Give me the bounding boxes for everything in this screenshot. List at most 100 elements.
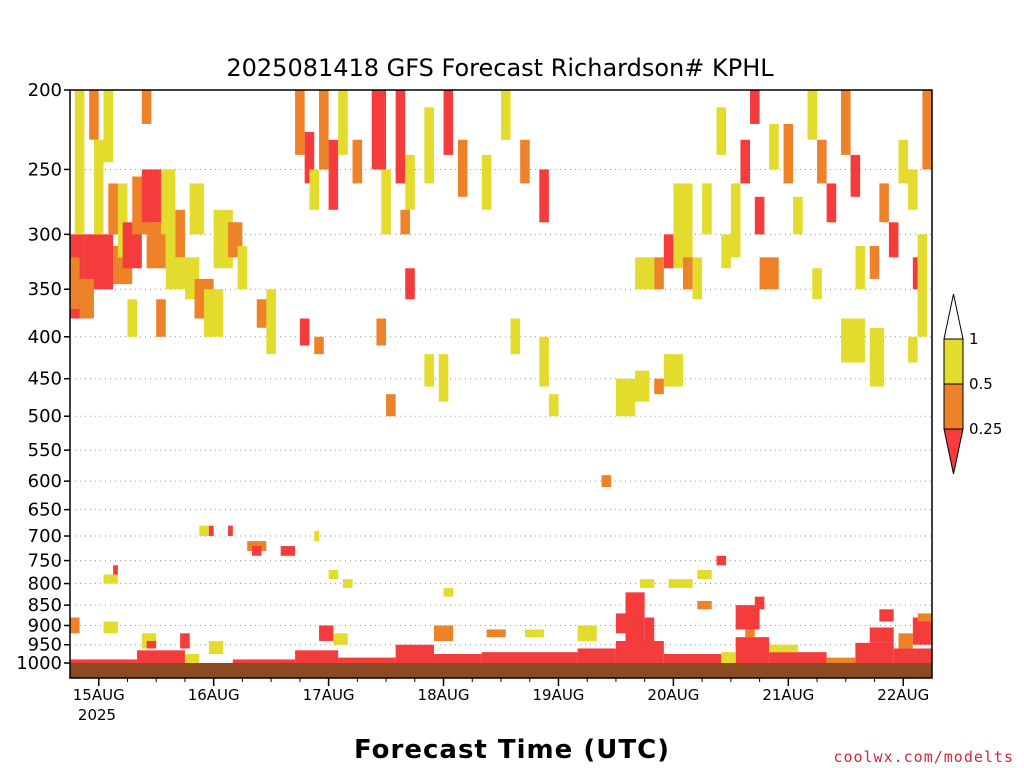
- ri-cell: [141, 169, 161, 223]
- ri-cell: [692, 257, 703, 300]
- legend-top-arrow: [943, 293, 964, 340]
- ri-cell: [601, 475, 612, 488]
- y-tick-label: 900: [28, 615, 62, 636]
- ri-cell: [376, 318, 387, 346]
- ri-cell: [295, 90, 305, 155]
- ri-cell: [137, 650, 185, 663]
- ri-cell: [673, 183, 693, 269]
- ri-cell: [319, 90, 329, 170]
- ri-cell: [898, 633, 913, 649]
- ri-cell: [879, 609, 894, 622]
- y-tick-label: 450: [28, 369, 62, 390]
- ri-cell: [156, 299, 166, 337]
- legend-label: 1: [969, 330, 979, 348]
- ri-cell: [615, 378, 636, 417]
- y-axis: 200 250 300 350 400 450 500 550 600 650 700 7508008…: [16, 80, 70, 674]
- y-tick-label: 400: [28, 327, 62, 348]
- ri-cell: [721, 652, 736, 663]
- ri-cell: [917, 234, 928, 337]
- ri-cell: [841, 90, 851, 155]
- ri-cell: [577, 625, 597, 641]
- ri-cell: [520, 139, 530, 184]
- ri-cell: [251, 546, 262, 556]
- ri-cell: [759, 257, 779, 290]
- ri-cell: [635, 257, 655, 290]
- ri-cell: [855, 642, 894, 663]
- ri-cell: [716, 555, 727, 566]
- ri-cell: [103, 621, 118, 634]
- ri-cell: [127, 299, 138, 337]
- ri-cell: [141, 90, 152, 124]
- y-tick-label: 700: [28, 526, 62, 547]
- ri-cell: [113, 565, 118, 575]
- ri-cell: [654, 378, 664, 395]
- x-tick-label: 19AUG: [532, 686, 584, 704]
- ri-cell: [395, 90, 406, 184]
- ground: [70, 663, 932, 678]
- ri-cell: [754, 196, 765, 235]
- ri-cell: [740, 139, 751, 184]
- ri-cell: [697, 600, 712, 610]
- ri-cell: [433, 625, 454, 641]
- ri-cell: [208, 525, 214, 537]
- ri-cell: [869, 327, 885, 387]
- ri-cell: [769, 123, 779, 170]
- ri-cell: [400, 209, 411, 235]
- ri-cell: [745, 629, 755, 638]
- ri-cell: [869, 627, 894, 643]
- ri-cell: [826, 657, 856, 663]
- ri-cell: [295, 650, 339, 663]
- ri-cell: [443, 90, 454, 155]
- credit-text: coolwx.com/modelts: [833, 748, 1014, 766]
- y-tick-label: 550: [28, 440, 62, 461]
- ri-cell: [93, 139, 104, 235]
- ri-cell: [381, 169, 391, 235]
- ri-cell: [228, 525, 233, 537]
- x-tick-label: 17AUG: [303, 686, 355, 704]
- ri-cell: [510, 318, 521, 355]
- ri-cell: [199, 525, 209, 537]
- ri-cell: [89, 90, 99, 140]
- ri-cell: [443, 587, 454, 597]
- ri-cell: [735, 605, 760, 630]
- gridlines: [70, 168, 932, 646]
- ri-cell: [721, 234, 731, 269]
- ri-cell: [208, 640, 224, 654]
- ri-cell: [912, 617, 932, 645]
- ri-cell: [481, 652, 578, 663]
- ri-cell: [74, 90, 85, 235]
- ri-cell: [319, 625, 334, 641]
- ri-cell: [716, 107, 727, 155]
- ri-cell: [160, 169, 176, 235]
- ri-cell: [702, 183, 712, 235]
- ri-cell: [180, 633, 190, 649]
- ri-cell: [850, 154, 861, 197]
- ri-cell: [304, 131, 315, 184]
- ri-cell: [266, 289, 276, 355]
- y-tick-label: 650: [28, 500, 62, 521]
- x-tick-label: 16AUG: [188, 686, 240, 704]
- ri-cell: [769, 652, 827, 663]
- ri-cell: [405, 154, 415, 210]
- ri-cell: [769, 644, 798, 653]
- ri-cell: [117, 183, 128, 258]
- ri-cell: [841, 318, 865, 363]
- x-tick-label: 15AUG: [73, 686, 125, 704]
- ri-cell: [371, 90, 387, 170]
- ri-cell: [438, 354, 449, 402]
- y-tick-label: 250: [28, 159, 62, 180]
- x-tick-label: 20AUG: [647, 686, 699, 704]
- ri-cell: [697, 569, 712, 580]
- ri-cell: [735, 637, 770, 663]
- ri-cell: [639, 579, 655, 588]
- ri-cell: [668, 579, 693, 588]
- ri-cell: [922, 90, 932, 170]
- y-tick-label: 500: [28, 406, 62, 427]
- ri-cell: [280, 546, 296, 556]
- ri-cell: [237, 246, 248, 290]
- legend-swatch: [943, 338, 964, 385]
- ri-cell: [548, 394, 559, 417]
- ri-cell: [663, 653, 722, 663]
- ri-cell: [189, 183, 205, 235]
